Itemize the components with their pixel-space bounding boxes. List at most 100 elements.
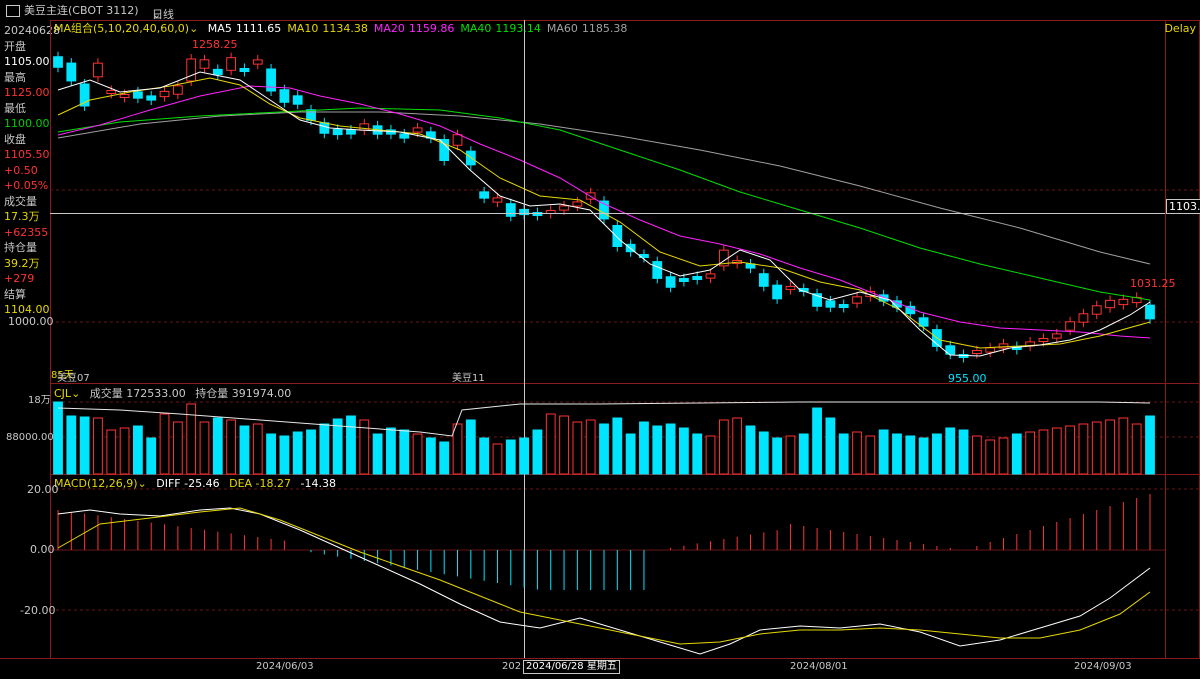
volume-bar (372, 433, 383, 475)
volume-bar (292, 431, 303, 475)
date-label: 2024/09/03 (1074, 661, 1132, 672)
chevron-down-icon[interactable]: ⌄ (71, 387, 81, 400)
ma-value: 1111.65 (235, 22, 282, 35)
candle-down (838, 304, 849, 308)
volume-bar (425, 437, 436, 475)
candle-down (679, 278, 689, 282)
ma-name: MA60 (546, 22, 578, 35)
high-label: 1258.25 (192, 38, 238, 51)
candle-up (1105, 299, 1115, 309)
info-row: 20240628 (4, 24, 60, 37)
candle-down (53, 56, 63, 68)
candle-down (652, 261, 663, 279)
days-label: 85天 (51, 370, 74, 381)
volume-bar (985, 439, 996, 475)
window-icon[interactable] (6, 5, 20, 17)
candle-up (252, 59, 263, 65)
ma-name: MA40 (460, 22, 492, 35)
contract-left-label: 美豆07 (57, 373, 90, 384)
volume-bar (439, 441, 450, 475)
volume-bar (1118, 417, 1129, 475)
volume-bar (465, 419, 476, 475)
candle-down (599, 200, 609, 220)
volume-bar (958, 429, 969, 475)
volume-bar (239, 425, 250, 475)
date-label: 2024/08/01 (790, 661, 848, 672)
info-row: 成交量 (4, 194, 37, 208)
ma-item-ma20: MA20 1159.86 (374, 22, 455, 35)
volume-bar (359, 419, 370, 475)
candle-up (1118, 298, 1129, 306)
candle-down (346, 129, 356, 135)
candle-up (172, 85, 183, 95)
candle-up (93, 62, 103, 78)
volume-bar (692, 433, 703, 475)
dea-value: DEA -18.27 (229, 477, 291, 490)
volume-bar (492, 443, 503, 475)
volume-bar (852, 431, 862, 475)
chevron-down-icon[interactable]: ⌄ (189, 22, 199, 35)
info-row: 最高 (4, 70, 26, 84)
info-row: 1104.00 (4, 303, 50, 316)
candle-up (559, 205, 569, 211)
candle-down (945, 345, 956, 355)
volume-bar (705, 435, 716, 475)
volume-bar (732, 417, 743, 475)
volume-bar (718, 419, 729, 475)
macd-axis-top: 20.00 (27, 483, 59, 496)
volume-bar (532, 429, 543, 475)
volume-bar (572, 421, 583, 475)
ma-value: 1159.86 (408, 22, 455, 35)
ma-item-ma40: MA40 1193.14 (460, 22, 541, 35)
volume-bar (346, 415, 356, 475)
candle-down (79, 83, 90, 107)
last-high-label: 1031.25 (1130, 277, 1176, 290)
crosshair-date-prefix: 202 (502, 661, 522, 672)
macd-indicator[interactable]: MACD(12,26,9) (54, 477, 138, 490)
cjl-indicator[interactable]: CJL (54, 387, 72, 400)
oi-value: 持仓量 391974.00 (195, 387, 292, 400)
chevron-down-icon[interactable]: ⌄ (152, 8, 162, 21)
ma-name: MA10 (287, 22, 319, 35)
volume-bar (1038, 429, 1049, 475)
volume-bar (452, 423, 463, 475)
candle-down (772, 284, 783, 300)
ma5-line (57, 71, 1151, 357)
chevron-down-icon[interactable]: ⌄ (137, 477, 147, 490)
info-row: +279 (4, 272, 35, 285)
volume-bar (79, 416, 90, 475)
volume-legend: CJL⌄ 成交量 172533.00 持仓量 391974.00 (54, 387, 291, 400)
delay-label: Delay (1164, 22, 1196, 35)
ma-name: MA20 (373, 22, 405, 35)
period-label: 日线 (152, 8, 174, 21)
ma-group-label[interactable]: MA组合(5,10,20,40,60,0) (54, 22, 190, 35)
volume-axis-top: 18万 (28, 395, 51, 406)
volume-bar (1065, 425, 1075, 475)
ma-name: MA5 (207, 22, 232, 35)
macd-axis-zero: 0.00 (30, 543, 55, 556)
volume-bar (785, 435, 796, 475)
volume-bar (53, 401, 63, 475)
candle-down (146, 95, 157, 101)
info-row: +0.50 (4, 163, 38, 177)
volume-bar (905, 435, 916, 475)
volume-bar (412, 433, 423, 475)
candle-up (1078, 313, 1089, 323)
candle-down (306, 109, 316, 121)
volume-bar (745, 425, 756, 475)
candle-up (119, 94, 130, 98)
crosshair-date-label: 2024/06/28 星期五 (523, 660, 620, 674)
ma40-line (57, 107, 1151, 301)
candle-up (852, 296, 862, 304)
volume-bar (172, 421, 183, 475)
candle-down (692, 276, 703, 280)
candle-up (998, 343, 1009, 349)
info-row: 1125.00 (4, 86, 50, 99)
low-label: 955.00 (948, 372, 987, 385)
candle-up (186, 58, 197, 82)
volume-bar (971, 435, 982, 475)
candle-down (279, 89, 290, 103)
volume-bar (386, 427, 396, 475)
volume-bar (519, 437, 529, 475)
